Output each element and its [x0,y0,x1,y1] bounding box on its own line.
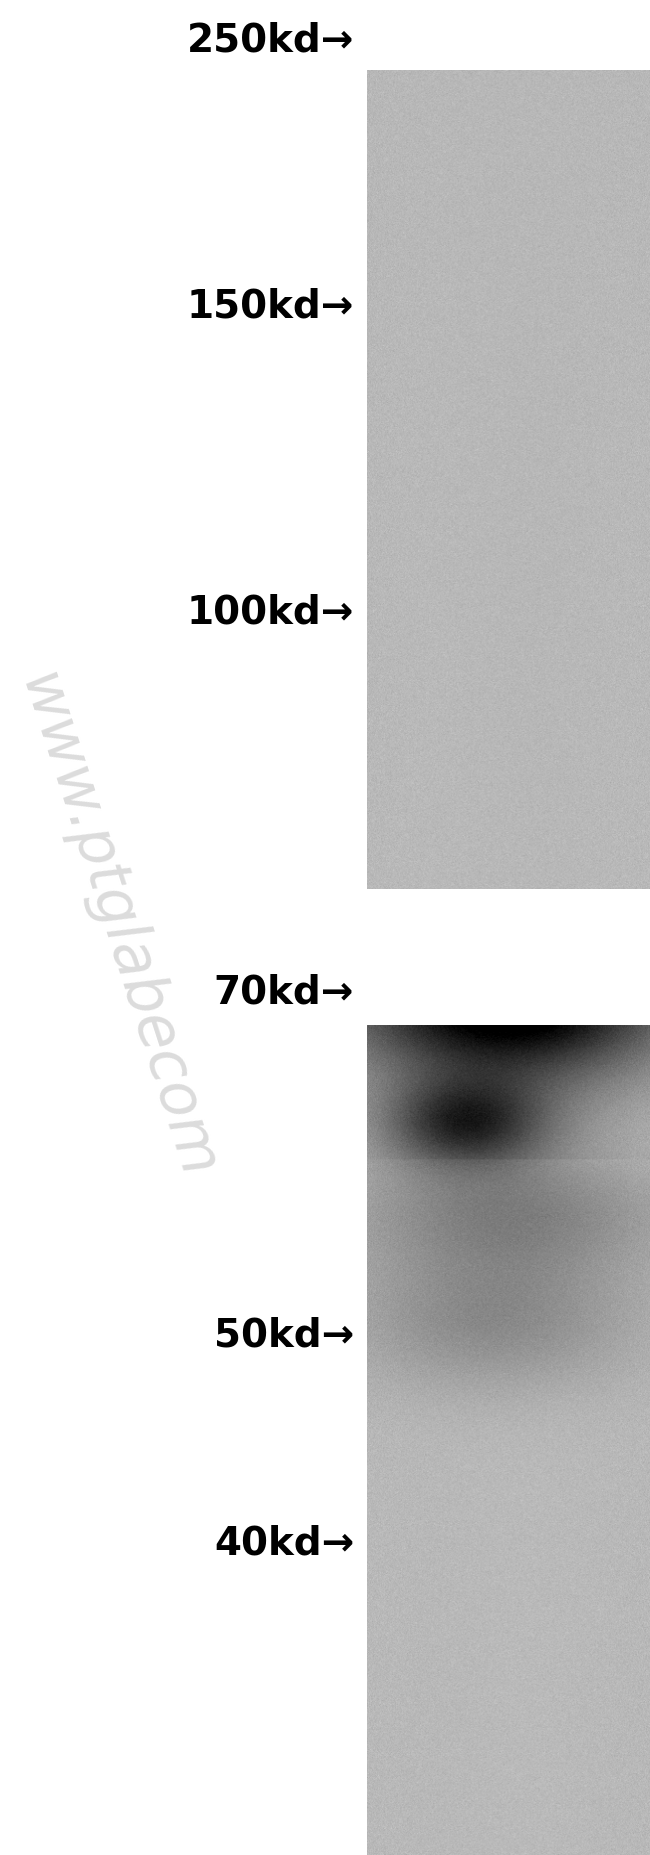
Text: 100kd→: 100kd→ [187,594,354,631]
Text: 70kd→: 70kd→ [214,974,354,1011]
Text: 50kd→: 50kd→ [214,1317,354,1354]
Text: www.ptglabecom: www.ptglabecom [7,668,227,1187]
Text: 150kd→: 150kd→ [187,288,354,325]
Text: 40kd→: 40kd→ [214,1525,354,1562]
Text: 250kd→: 250kd→ [187,22,354,59]
